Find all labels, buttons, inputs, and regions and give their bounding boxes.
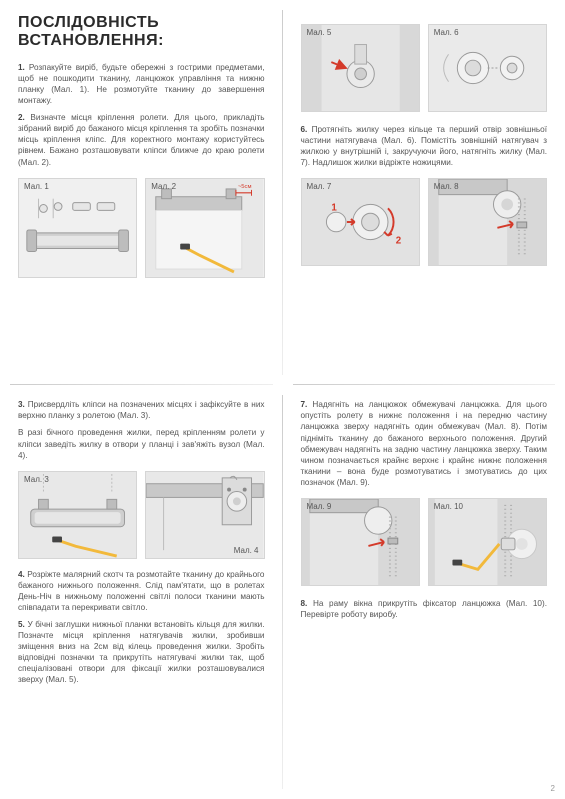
step-8: 8. На раму вікна прикрутіть фіксатор лан… [301,598,548,620]
figure-label: Мал. 2 [151,182,176,191]
step-num: 1. [18,63,25,72]
quadrant-bottom-right: 7. Надягніть на ланцюжок обмежувачі ланц… [283,385,565,799]
step-num: 5. [18,620,25,629]
figure-5-illustration [302,25,419,111]
figure-row: Мал. 3 Мал. 4 [18,471,265,559]
step-4: 4. Розріжте малярний скотч та розмотайте… [18,569,265,613]
page-number: 2 [551,784,555,793]
figure-1-illustration [19,179,136,277]
step-text: У бічні заглушки нижньої планки встанові… [18,620,265,684]
step-3b: В разі бічного проведення жилки, перед к… [18,427,265,460]
step-7: 7. Надягніть на ланцюжок обмежувачі ланц… [301,399,548,488]
quadrant-bottom-left: 3. Присвердліть кліпси на позначених міс… [0,385,283,799]
svg-text:2: 2 [395,236,401,247]
figure-8-illustration [429,179,546,265]
step-num: 2. [18,113,25,122]
step-2: 2. Визначте місця кріплення ролети. Для … [18,112,265,167]
figure-label: Мал. 7 [307,182,332,191]
figure-label: Мал. 8 [434,182,459,191]
figure-label: Мал. 9 [307,502,332,511]
figure-6: Мал. 6 [428,24,547,112]
step-3: 3. Присвердліть кліпси на позначених міс… [18,399,265,421]
dimension-text: ~5см [238,184,252,190]
quadrant-top-left: ПОСЛІДОВНІСТЬ ВСТАНОВЛЕННЯ: 1. Розпакуйт… [0,0,283,385]
figure-3-illustration [19,472,136,558]
figure-6-illustration [429,25,546,111]
step-5: 5. У бічні заглушки нижньої планки встан… [18,619,265,685]
step-text: На раму вікна прикрутіть фіксатор ланцюж… [301,599,548,619]
step-text: Розпакуйте виріб, будьте обережні з гост… [18,63,265,105]
figure-8: Мал. 8 [428,178,547,266]
figure-2-illustration: ~5см [146,179,263,277]
figure-row: Мал. 1 Мал. 2 [18,178,265,278]
step-text: Надягніть на ланцюжок обмежувачі ланцюжк… [301,400,548,486]
figure-label: Мал. 1 [24,182,49,191]
step-text: Присвердліть кліпси на позначених місцях… [18,400,265,420]
step-num: 3. [18,400,25,409]
figure-10: Мал. 10 [428,498,547,586]
figure-2: Мал. 2 ~5см [145,178,264,278]
figure-row: Мал. 5 Мал. 6 [301,24,548,112]
figure-7: Мал. 7 1 2 [301,178,420,266]
figure-3: Мал. 3 [18,471,137,559]
figure-label: Мал. 3 [24,475,49,484]
figure-row: Мал. 7 1 2 Мал. 8 [301,178,548,266]
step-num: 4. [18,570,25,579]
step-1: 1. Розпакуйте виріб, будьте обережні з г… [18,62,265,106]
step-text: Протягніть жилку через кільце та перший … [301,125,548,167]
svg-text:1: 1 [331,203,337,214]
figure-label: Мал. 4 [234,546,259,555]
step-text: Розріжте малярний скотч та розмотайте тк… [18,570,265,612]
figure-row: Мал. 9 Мал. 10 [301,498,548,586]
figure-9-illustration [302,499,419,585]
figure-1: Мал. 1 [18,178,137,278]
figure-4: Мал. 4 [145,471,264,559]
figure-label: Мал. 6 [434,28,459,37]
figure-5: Мал. 5 [301,24,420,112]
page-title: ПОСЛІДОВНІСТЬ ВСТАНОВЛЕННЯ: [18,14,265,50]
figure-label: Мал. 5 [307,28,332,37]
figure-7-illustration: 1 2 [302,179,419,265]
step-6: 6. Протягніть жилку через кільце та перш… [301,124,548,168]
step-text: Визначте місця кріплення ролети. Для цьо… [18,113,265,166]
figure-9: Мал. 9 [301,498,420,586]
figure-label: Мал. 10 [434,502,463,511]
figure-10-illustration [429,499,546,585]
quadrant-top-right: Мал. 5 Мал. 6 [283,0,565,385]
